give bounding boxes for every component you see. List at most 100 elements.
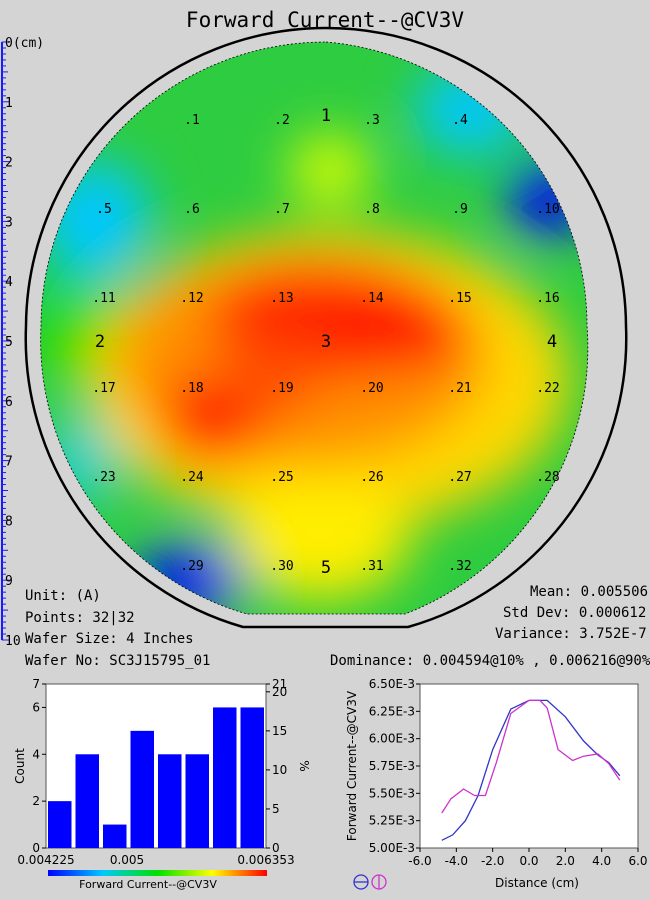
line-x-axis-label: Distance (cm) <box>495 876 579 890</box>
histogram-x-tick-label: 0.005 <box>110 853 144 867</box>
histogram-y-right-tick-label: 5 <box>272 802 280 816</box>
line-y-tick-label: 5.50E-3 <box>369 786 415 800</box>
line-x-tick-label: 2.0 <box>556 854 575 868</box>
wafer-heatmap <box>40 42 588 614</box>
wafer-point-label: .23 <box>92 470 115 485</box>
wafer-point-label: .24 <box>180 470 204 485</box>
histogram-y-right-tick-label: 20 <box>272 685 287 699</box>
histogram-y-right-tick-label: 15 <box>272 724 287 738</box>
wafer-point-label: .22 <box>536 381 559 396</box>
ruler-tick-label: 7 <box>5 455 13 470</box>
wafer-point-label: .9 <box>452 202 468 217</box>
histogram-bar <box>213 707 237 848</box>
wafer-no-label: Wafer No: SC3J15795_01 <box>25 653 211 669</box>
histogram-bar <box>103 824 127 848</box>
points-label: Points: 32|32 <box>25 610 135 626</box>
wafer-point-label: .7 <box>274 202 290 217</box>
ruler-tick-label: 10 <box>5 634 21 649</box>
ruler-tick-label: 5 <box>5 335 13 350</box>
histogram-y-tick-label: 6 <box>32 700 40 714</box>
line-y-tick-label: 6.25E-3 <box>369 704 415 718</box>
wafer-point-label: .3 <box>364 113 380 128</box>
line-y-axis-label: Forward Current--@CV3V <box>345 690 359 841</box>
dominance-label: Dominance: 0.004594@10% , 0.006216@90% <box>330 653 650 669</box>
wafer-horizontal-icon[interactable] <box>353 874 369 890</box>
section-label: 1 <box>321 106 331 126</box>
histogram-y-right-axis-label: % <box>297 760 311 771</box>
section-label: 4 <box>547 332 557 352</box>
wafer-point-label: .1 <box>184 113 200 128</box>
histogram-y-right-tick-label: 0 <box>272 841 280 855</box>
wafer-point-label: .25 <box>270 470 293 485</box>
wafer-point-label: .27 <box>448 470 471 485</box>
histogram-x-tick-label: 0.004225 <box>17 853 74 867</box>
wafer-point-label: .4 <box>452 113 468 128</box>
mean-label: Mean: 0.005506 <box>530 584 649 600</box>
line-y-tick-label: 6.50E-3 <box>369 677 415 691</box>
wafer-point-label: .6 <box>184 202 200 217</box>
histogram-y-axis-label: Count <box>13 748 27 784</box>
histogram-bar <box>158 754 182 848</box>
line-series-2 <box>441 699 621 814</box>
line-y-tick-label: 5.00E-3 <box>369 841 415 855</box>
histogram-bar <box>240 707 264 848</box>
histogram-bar <box>185 754 209 848</box>
wafer-point-label: .15 <box>448 291 471 306</box>
wafer-point-label: .16 <box>536 291 559 306</box>
histogram-y-tick-label: 2 <box>32 794 40 808</box>
wafer-point-label: .2 <box>274 113 290 128</box>
line-x-tick-label: 4.0 <box>592 854 611 868</box>
wafer-point-label: .5 <box>96 202 112 217</box>
wafer-point-label: .20 <box>360 381 383 396</box>
histogram-bar <box>75 754 99 848</box>
section-label: 5 <box>321 558 331 578</box>
line-x-tick-label: 0.0 <box>519 854 538 868</box>
wafer-point-label: .17 <box>92 381 115 396</box>
wafer-point-label: .8 <box>364 202 380 217</box>
section-label: 3 <box>321 332 331 352</box>
wafer-point-label: .21 <box>448 381 471 396</box>
ruler-unit-label: 0(cm) <box>5 36 44 51</box>
histogram-x-axis-label: Forward Current--@CV3V <box>79 878 217 891</box>
ruler-tick-label: 4 <box>5 275 13 290</box>
unit-label: Unit: (A) <box>25 588 101 604</box>
wafer-outline <box>24 26 628 629</box>
wafer-point-label: .18 <box>180 381 203 396</box>
wafer-point-label: .29 <box>180 559 203 574</box>
wafer-point-label: .12 <box>180 291 203 306</box>
histogram-bar <box>130 730 154 848</box>
ruler-tick-label: 6 <box>5 395 13 410</box>
line-x-tick-label: 6.0 <box>628 854 647 868</box>
wafer-point-label: .10 <box>536 202 559 217</box>
vertical-ruler: 0(cm) 1 2 3 4 5 6 7 8 9 10 <box>1 36 44 649</box>
wafer-point-label: .13 <box>270 291 293 306</box>
histogram-y-right-tick-label: 10 <box>272 763 287 777</box>
line-x-tick-label: -6.0 <box>408 854 431 868</box>
wafer-point-label: .30 <box>270 559 293 574</box>
wafer-size-label: Wafer Size: 4 Inches <box>25 631 194 647</box>
histogram-y-tick-label: 0 <box>32 841 40 855</box>
line-y-tick-label: 6.00E-3 <box>369 732 415 746</box>
wafer-point-label: .28 <box>536 470 559 485</box>
variance-label: Variance: 3.752E-7 <box>495 626 647 642</box>
ruler-tick-label: 3 <box>5 215 13 230</box>
histogram-y-tick-label: 4 <box>32 747 40 761</box>
line-x-tick-label: -4.0 <box>445 854 468 868</box>
color-scale-bar <box>48 870 267 876</box>
ruler-tick-label: 9 <box>5 574 13 589</box>
line-y-tick-label: 5.75E-3 <box>369 759 415 773</box>
ruler-tick-label: 1 <box>5 96 13 111</box>
histogram-y-tick-label: 7 <box>32 677 40 691</box>
line-plot-area <box>419 683 639 849</box>
wafer-point-label: .14 <box>360 291 384 306</box>
wafer-point-label: .11 <box>92 291 115 306</box>
histogram-y-right-tick-label: 21 <box>272 677 287 691</box>
wafer-point-label: .26 <box>360 470 383 485</box>
histogram-x-tick-label: 0.006353 <box>237 853 294 867</box>
wafer-point-label: .19 <box>270 381 293 396</box>
histogram-bar <box>48 801 72 848</box>
ruler-tick-label: 2 <box>5 156 13 171</box>
wafer-vertical-icon[interactable] <box>371 874 387 890</box>
section-label: 2 <box>95 332 105 352</box>
wafer-point-label: .32 <box>448 559 471 574</box>
